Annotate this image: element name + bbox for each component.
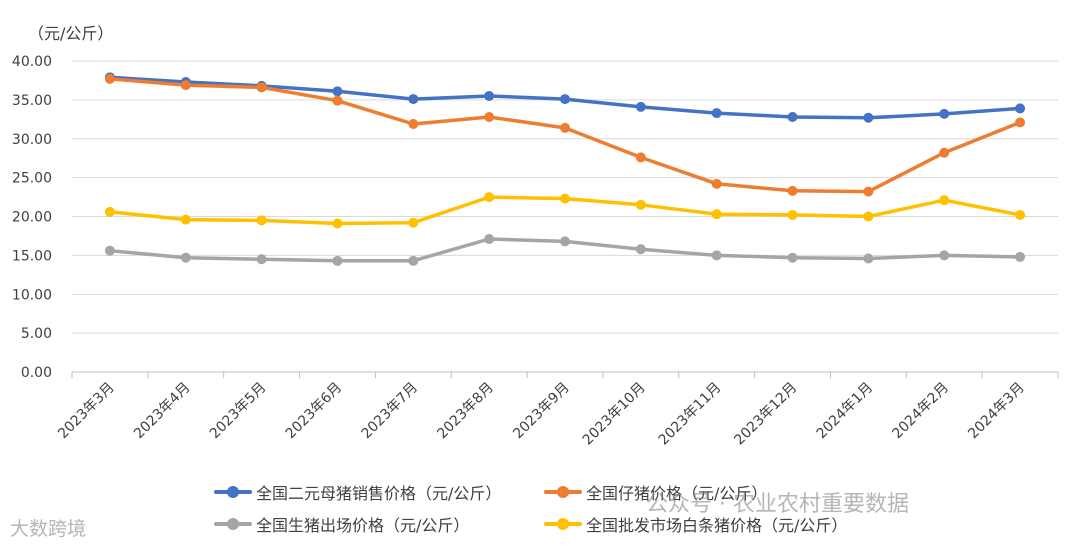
data-point [787,111,798,122]
data-point [863,186,874,197]
legend-item-carcass: 全国批发市场白条猪价格（元/公斤） [544,512,847,536]
data-point [560,236,570,247]
legend-dot-live-hog [227,518,239,530]
legend-label-sow: 全国二元母猪销售价格（元/公斤） [256,484,502,503]
x-tick-label: 2023年4月 [131,380,194,443]
data-point [711,108,722,119]
legend-swatch-sow [214,485,252,499]
x-tick-label: 2023年9月 [510,380,573,443]
data-point [256,215,267,226]
x-tick-label: 2023年3月 [55,380,118,443]
data-point [180,214,191,225]
x-tick-label: 2024年2月 [889,380,952,443]
legend-label-live-hog: 全国生猪出场价格（元/公斤） [256,516,470,535]
data-point [1015,209,1026,220]
data-point [484,90,495,101]
legend-dot-carcass [557,518,569,530]
data-point [332,86,343,97]
data-point [560,122,570,133]
x-tick-label: 2024年3月 [965,380,1028,443]
data-point [711,178,722,189]
data-point [484,192,495,203]
data-point [180,252,191,263]
series-group [104,72,1026,266]
gridlines [72,60,1058,334]
data-point [1015,103,1026,114]
y-tick-label: 30.00 [12,132,52,148]
data-point [332,218,343,229]
x-tick-label: 2023年12月 [731,380,800,449]
x-tick-label: 2023年7月 [359,380,422,443]
x-tick-label: 2023年5月 [207,380,270,443]
y-axis-ticks: 0.00 5.00 10.00 15.00 20.00 25.00 30.00 35.00 40… [12,54,52,381]
x-tick-label: 2023年6月 [283,380,346,443]
x-tick-label: 2024年1月 [814,380,877,443]
data-point [863,253,874,264]
data-point [1015,117,1026,128]
legend-item-sow: 全国二元母猪销售价格（元/公斤） [214,480,501,504]
data-point [332,255,343,266]
data-point [787,185,798,196]
y-tick-label: 35.00 [12,93,52,109]
y-tick-label: 5.00 [21,326,52,342]
data-point [939,250,950,261]
data-point [787,209,798,220]
legend-swatch-piglet [544,485,582,499]
data-point [104,245,115,256]
data-point [104,73,115,84]
legend: 全国二元母猪销售价格（元/公斤） 全国仔猪价格（元/公斤） 全国生猪出场价格（元… [214,476,934,538]
line-chart: 0.00 5.00 10.00 15.00 20.00 25.00 30.00 35.00 40… [12,54,1059,449]
x-tick-label: 2023年11月 [656,380,725,449]
data-point [863,211,874,222]
y-axis-unit-label: （元/公斤） [28,24,114,43]
legend-dot-sow [227,486,239,498]
data-point [408,94,419,105]
data-point [711,209,722,220]
data-point [256,254,267,265]
y-tick-label: 25.00 [12,171,52,187]
data-point [787,252,798,263]
data-point [104,206,115,217]
y-tick-label: 0.00 [21,365,52,381]
data-point [560,94,570,105]
data-point [180,80,191,91]
legend-item-piglet: 全国仔猪价格（元/公斤） [544,480,767,504]
data-point [560,193,570,204]
legend-label-carcass: 全国批发市场白条猪价格（元/公斤） [586,516,848,535]
data-point [484,111,495,122]
data-point [256,82,267,93]
data-point [635,152,646,163]
legend-label-piglet: 全国仔猪价格（元/公斤） [586,484,768,503]
legend-dot-piglet [557,486,569,498]
data-point [635,244,646,255]
legend-item-live-hog: 全国生猪出场价格（元/公斤） [214,512,469,536]
data-point [863,112,874,123]
y-tick-label: 10.00 [12,287,52,303]
data-point [1015,251,1026,262]
data-point [711,250,722,261]
x-axis: 2023年3月 2023年4月 2023年5月 2023年6月 2023年7月 2023年… [55,371,1059,449]
data-point [408,217,419,228]
data-point [408,118,419,129]
x-tick-label: 2023年10月 [580,380,649,449]
legend-swatch-carcass [544,517,582,531]
data-point [332,95,343,106]
watermark-left: 大数跨境 [10,518,87,540]
data-point [408,255,419,266]
data-point [939,108,950,119]
y-tick-label: 15.00 [12,248,52,264]
data-point [939,147,950,158]
y-tick-label: 20.00 [12,210,52,226]
data-point [484,234,495,245]
data-point [635,199,646,210]
data-point [635,101,646,112]
legend-swatch-live-hog [214,517,252,531]
data-point [939,195,950,206]
y-tick-label: 40.00 [12,54,52,70]
watermark-right: 公众号 · 农业农村重要数据 [646,492,909,517]
x-tick-label: 2023年8月 [434,380,497,443]
